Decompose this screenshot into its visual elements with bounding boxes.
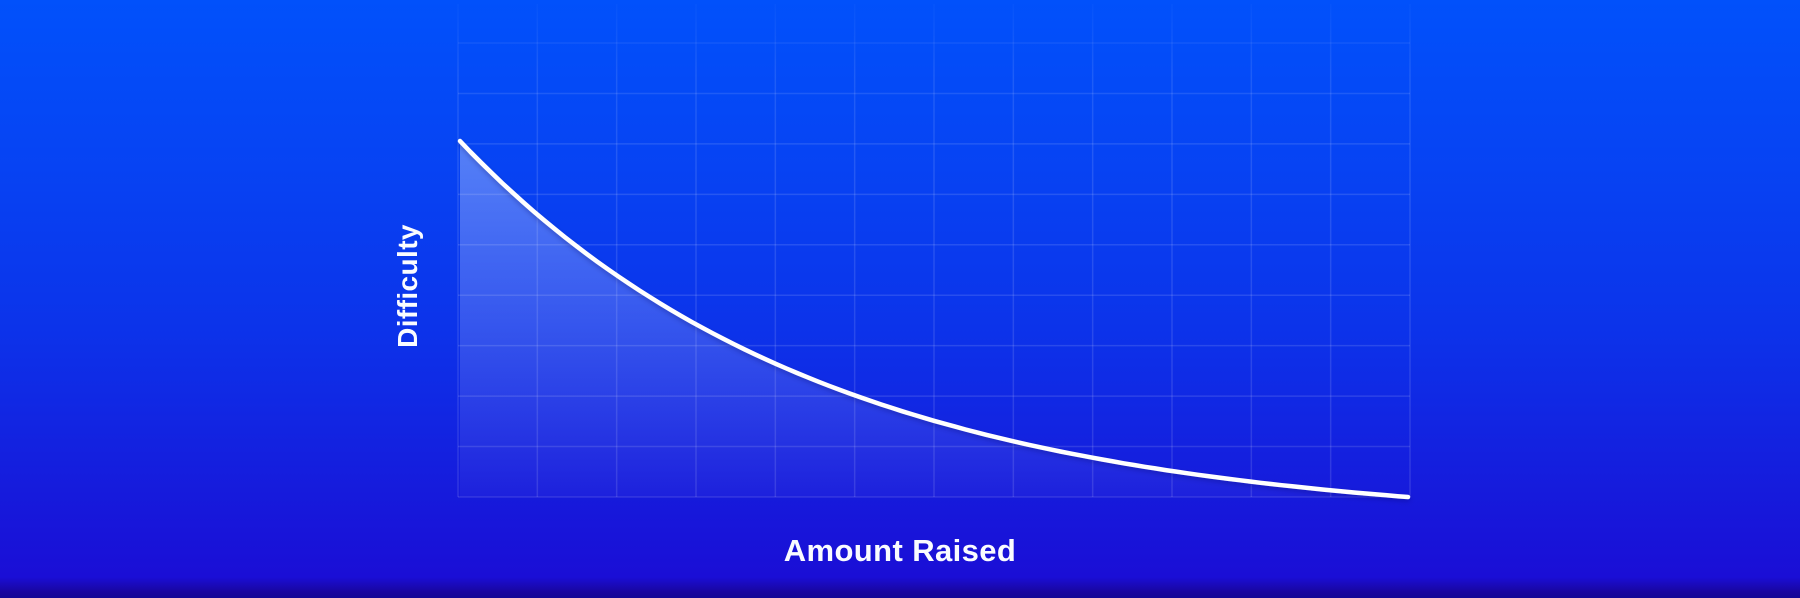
curve-area-fill xyxy=(460,141,1408,497)
x-axis-label: Amount Raised xyxy=(783,533,1017,568)
curve-line xyxy=(457,138,1411,500)
y-axis-label: Difficulty xyxy=(392,224,423,348)
